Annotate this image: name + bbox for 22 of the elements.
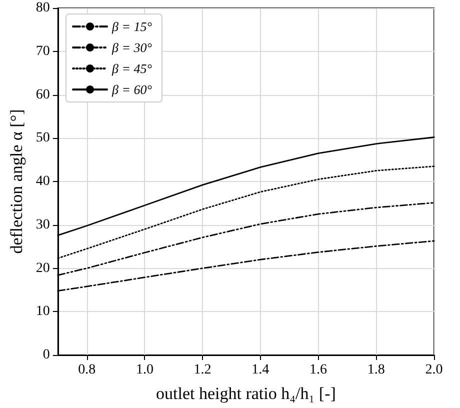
y-axis-title: deflection angle α [°]	[7, 109, 26, 254]
y-tick-label: 60	[36, 87, 50, 102]
y-tick-label: 30	[36, 217, 50, 232]
x-tick-label: 1.8	[367, 362, 385, 378]
y-tick-label: 0	[42, 348, 50, 362]
x-tick-label: 1.6	[310, 362, 328, 378]
x-axis-title: outlet height ratio h₄/h₁ [-]	[156, 384, 336, 403]
x-tick-label: 0.8	[78, 362, 96, 378]
x-tick-label: 1.2	[194, 362, 212, 378]
x-tick-label: 1.0	[136, 362, 154, 378]
legend-label: β = 45°	[111, 61, 152, 76]
legend-label: β = 30°	[111, 40, 152, 55]
legend-label: β = 60°	[111, 82, 152, 97]
y-tick-label: 70	[36, 44, 50, 59]
x-tick-label: 1.4	[252, 362, 270, 378]
y-tick-label: 40	[36, 174, 50, 189]
y-tick-label: 10	[36, 304, 50, 320]
y-tick-label: 80	[36, 0, 50, 16]
y-tick-label: 50	[36, 130, 50, 146]
y-tick-label: 20	[36, 260, 50, 276]
legend-label: β = 15°	[111, 19, 152, 34]
x-tick-label: 2.0	[425, 362, 443, 378]
